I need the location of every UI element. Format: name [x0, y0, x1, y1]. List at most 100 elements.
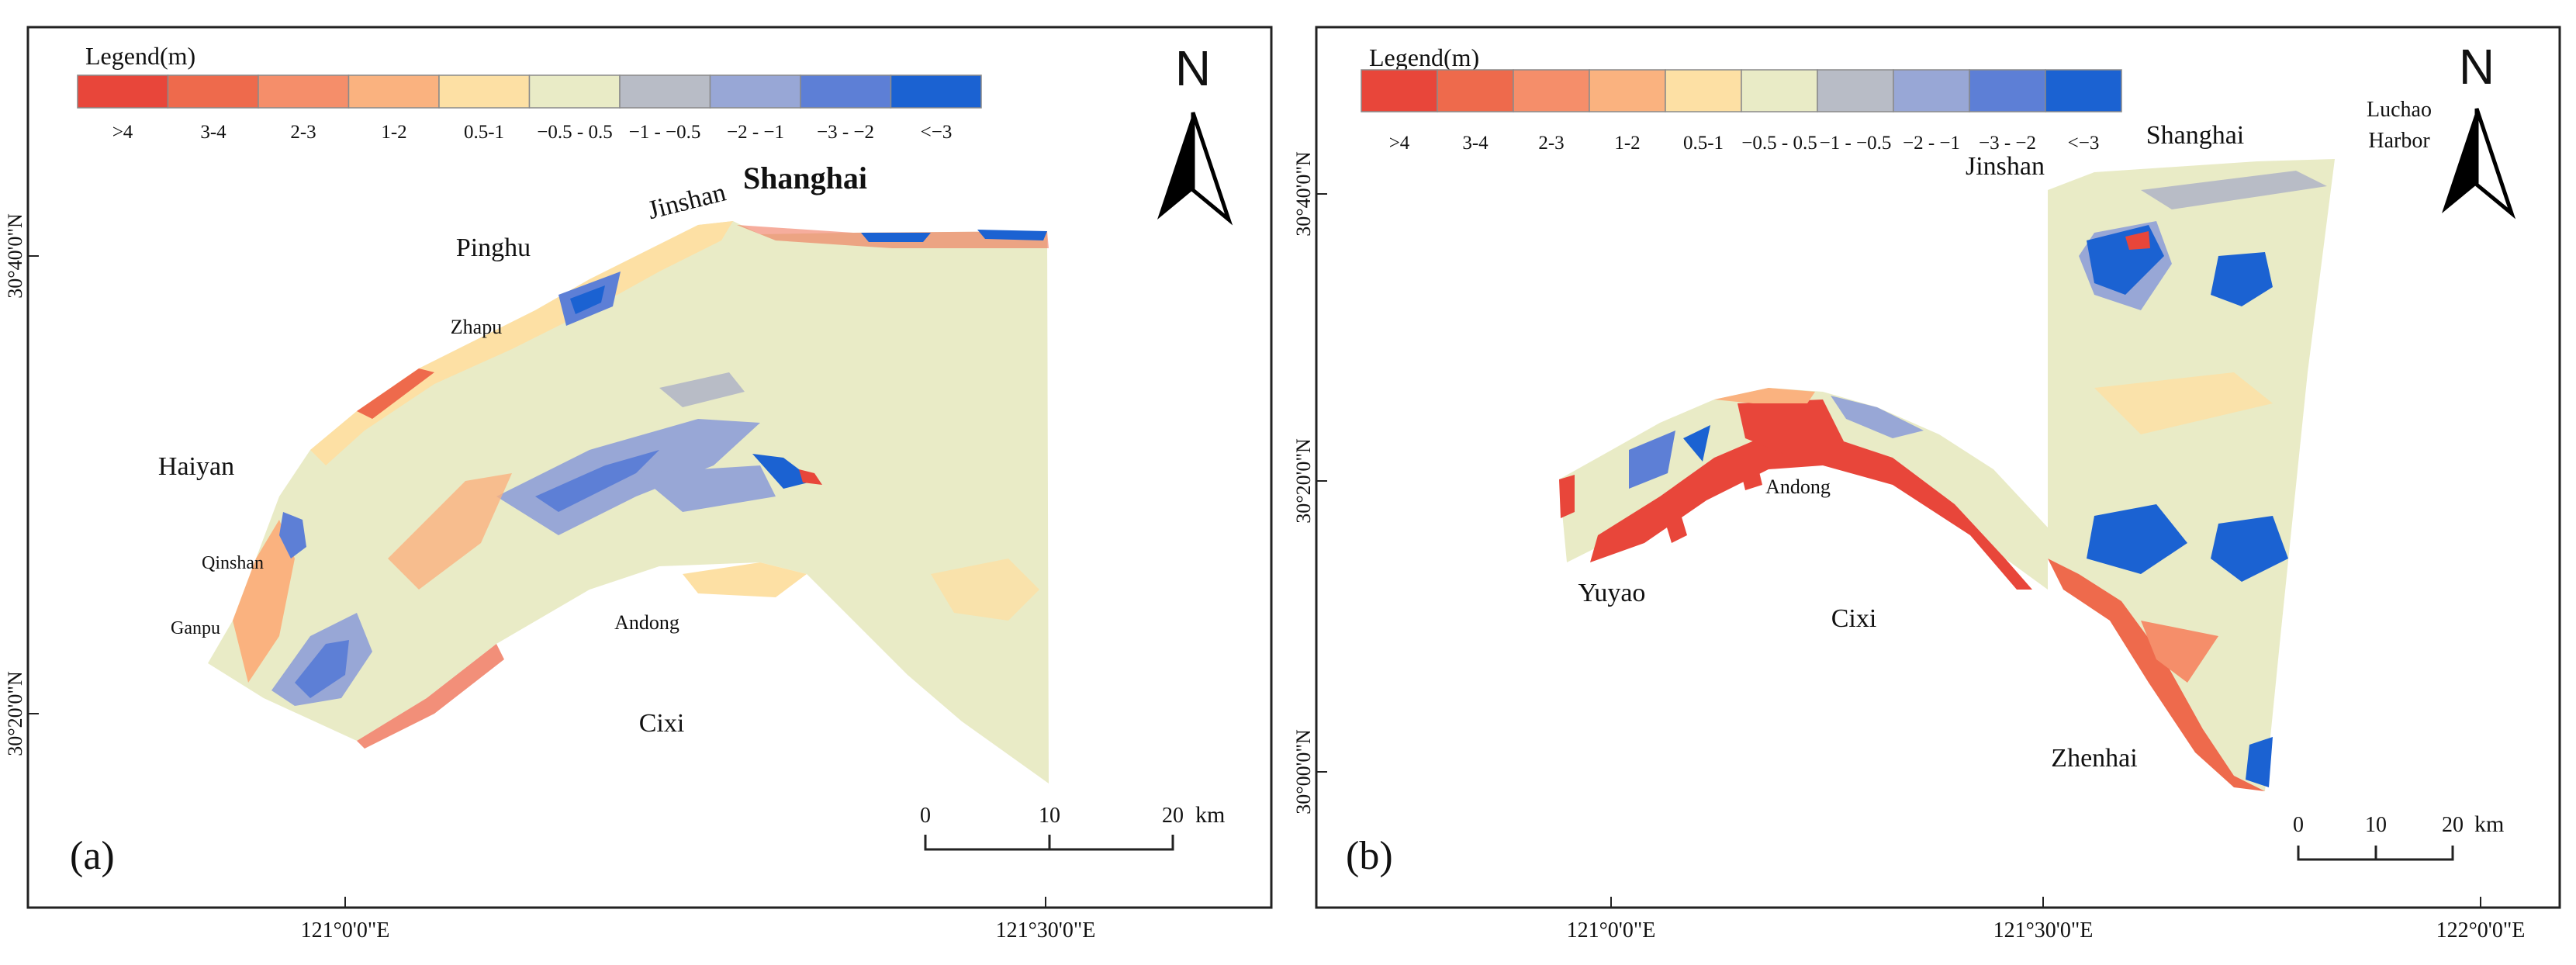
map-a-channel-blue-2	[636, 465, 776, 512]
scale-tick-b: 0	[2293, 813, 2304, 837]
legend-swatch	[1665, 69, 1742, 112]
map-b-place-names: Luchao Harbor Shanghai Jinshan Andong Yu…	[1578, 98, 2432, 773]
map-a-qinshan-scour	[279, 512, 306, 559]
legend-swatch-row	[77, 74, 982, 109]
legend-swatch	[1817, 69, 1894, 112]
map-a-hangzhou-channel-deep	[295, 640, 349, 698]
legend-a-label: <−3	[921, 122, 953, 143]
legend-b-labels: >4 3-4 2-3 1-2 0.5-1 −0.5 - 0.5 −1 - −0.…	[1389, 133, 2100, 154]
map-a-central-shoal	[388, 473, 512, 590]
map-b-west-deep-scour	[1683, 425, 1710, 462]
legend-swatch	[1513, 69, 1590, 112]
y-tick-label-b: 30°20'0"N	[1292, 438, 1315, 524]
scale-bar-a: 0 10 20 km	[920, 802, 1225, 851]
legend-swatch	[709, 74, 801, 109]
map-a-ne-scour	[977, 230, 1047, 240]
legend-b-label: >4	[1389, 133, 1410, 154]
legend-swatch	[528, 74, 621, 109]
legend-a: Legend(m) >4 3-4 2-3 1-2 0.5-1 −0.5 - 0.…	[77, 42, 982, 143]
place-cixi-a: Cixi	[639, 709, 685, 738]
legend-a-label: 2-3	[290, 122, 316, 143]
map-b-dyke-2	[1738, 452, 1762, 490]
north-arrow-a: N	[1157, 40, 1233, 226]
legend-b-label: −3 - −2	[1979, 133, 2036, 154]
legend-b-label: 3-4	[1462, 133, 1489, 154]
legend-b-label: <−3	[2068, 133, 2100, 154]
scale-unit-b: km	[2474, 811, 2504, 837]
place-andong-a: Andong	[614, 611, 679, 634]
y-tick-label-a: 30°20'0"N	[4, 671, 26, 756]
map-a-place-names: Shanghai Jinshan Pinghu Zhapu Haiyan Qin…	[158, 161, 867, 738]
legend-swatch	[77, 74, 169, 109]
legend-a-label: >4	[112, 122, 133, 143]
north-arrow-a-left	[1157, 112, 1193, 220]
place-qinshan-a: Qinshan	[202, 553, 264, 573]
legend-swatch	[800, 74, 892, 109]
map-b-north-grey	[2141, 171, 2327, 209]
axis-ticks-a: 30°40'0"N 30°20'0"N 121°0'0"E 121°30'0"E	[4, 213, 1095, 943]
axis-ticks-b: 30°40'0"N 30°20'0"N 30°00'0"N 121°0'0"E …	[1292, 151, 2525, 943]
y-tick-label-b: 30°40'0"N	[1292, 151, 1315, 237]
place-cixi-b: Cixi	[1831, 604, 1877, 633]
legend-swatch	[1969, 69, 2046, 112]
map-a-erosion-patch	[357, 368, 434, 419]
x-tick-label-b: 121°0'0"E	[1567, 918, 1656, 943]
north-arrow-b-left	[2442, 109, 2477, 213]
place-luchao-b: Luchao	[2367, 98, 2432, 122]
scale-tick-a: 20	[1162, 804, 1184, 828]
map-b-east-block	[2048, 159, 2335, 791]
legend-swatch	[438, 74, 531, 109]
north-label-a: N	[1175, 40, 1211, 96]
map-a-dot-deposit	[799, 469, 822, 485]
panel-a: Legend(m) >4 3-4 2-3 1-2 0.5-1 −0.5 - 0.…	[4, 26, 1273, 943]
legend-a-label: −0.5 - 0.5	[537, 122, 612, 143]
map-b-arc-channel	[1831, 396, 1924, 438]
map-b-zhenhai-shoal	[2141, 621, 2218, 683]
legend-b-label: 1-2	[1614, 133, 1640, 154]
map-b-south-scour	[2246, 737, 2273, 787]
legend-a-title: Legend(m)	[85, 42, 195, 70]
map-a-dot-scour	[752, 454, 814, 489]
map-a-deep-scour-zhapu	[570, 285, 605, 314]
place-pinghu-a: Pinghu	[456, 233, 531, 262]
legend-a-label: 0.5-1	[464, 122, 504, 143]
map-b-andong-deposit	[1738, 399, 1846, 454]
place-shanghai-b: Shanghai	[2146, 121, 2245, 150]
legend-a-label: 3-4	[200, 122, 226, 143]
legend-swatch	[258, 74, 350, 109]
x-tick-label-b: 121°30'0"E	[1993, 918, 2094, 943]
map-b-dyke-1	[1660, 496, 1687, 543]
legend-b: Legend(m) >4 3-4 2-3 1-2 0.5-1 −0.5 - 0.…	[1361, 43, 2122, 154]
legend-a-label: −2 - −1	[727, 122, 784, 143]
map-b-mid-scour	[2087, 504, 2187, 574]
place-yuyao-b: Yuyao	[1578, 579, 1646, 607]
legend-a-label: −3 - −2	[817, 122, 874, 143]
scale-tick-b: 20	[2442, 813, 2464, 837]
legend-b-label: −2 - −1	[1903, 133, 1960, 154]
map-b-ne-deposit	[2125, 231, 2150, 250]
north-label-b: N	[2459, 39, 2495, 95]
legend-swatch	[619, 74, 711, 109]
map-a-east-shoal	[931, 559, 1039, 621]
x-tick-label-a: 121°0'0"E	[301, 918, 390, 943]
map-b-yuyao-edge	[1559, 475, 1575, 518]
north-arrow-a-right	[1191, 112, 1233, 226]
map-b-mid-shoal	[2094, 372, 2273, 434]
legend-swatch	[348, 74, 440, 109]
legend-swatch	[2045, 69, 2122, 112]
map-a-background-class	[208, 221, 1049, 783]
map-b-ne-scour-2	[2211, 252, 2273, 306]
legend-b-label: 0.5-1	[1683, 133, 1724, 154]
legend-swatch	[167, 74, 259, 109]
x-tick-label-b: 122°0'0"E	[2436, 918, 2526, 943]
y-tick-label-b: 30°00'0"N	[1292, 729, 1315, 815]
legend-a-label: 1-2	[381, 122, 406, 143]
place-haiyan-a: Haiyan	[158, 452, 234, 481]
legend-a-labels: >4 3-4 2-3 1-2 0.5-1 −0.5 - 0.5 −1 - −0.…	[112, 122, 953, 143]
map-b-arc-deposit-band	[1590, 434, 2032, 590]
legend-b-title: Legend(m)	[1369, 43, 1479, 71]
legend-b-label: 2-3	[1538, 133, 1564, 154]
legend-swatch-row	[1361, 69, 2122, 112]
legend-swatch	[1437, 69, 1514, 112]
map-b-arc	[1559, 388, 2048, 590]
